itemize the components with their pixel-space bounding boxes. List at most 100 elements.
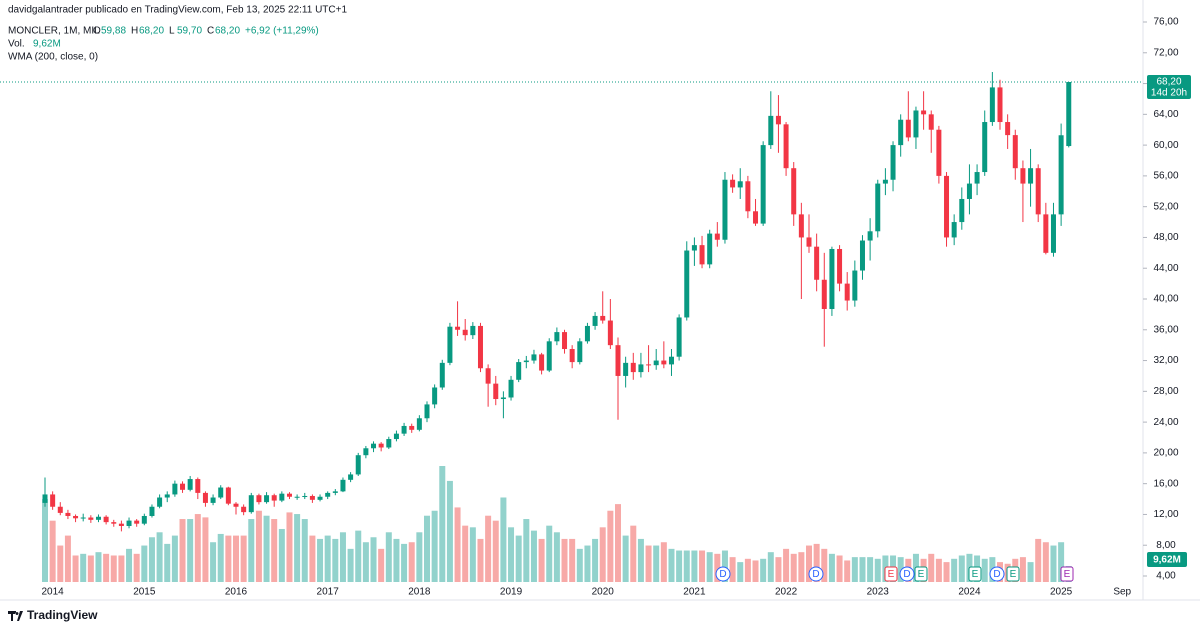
candle-body	[80, 517, 86, 519]
candle-body	[982, 122, 988, 173]
volume-bar	[462, 525, 469, 582]
volume-bar	[385, 532, 392, 582]
volume-bar	[294, 514, 301, 582]
candle-body	[554, 332, 560, 342]
volume-bar	[943, 562, 950, 582]
candle-body	[974, 172, 980, 184]
candle-body	[584, 325, 590, 342]
volume-bar	[897, 557, 904, 582]
candle-body	[615, 345, 621, 376]
countdown: 14d 20h	[1151, 88, 1187, 99]
candle-body	[225, 487, 231, 504]
volume-bar	[668, 548, 675, 582]
candle-body	[432, 387, 438, 405]
candle-body	[202, 492, 208, 503]
y-tick-label: 28,00	[1153, 386, 1178, 397]
candle-body	[210, 497, 216, 503]
x-tick-label: 2019	[500, 587, 523, 598]
volume-bar	[867, 557, 874, 582]
candle-body	[416, 418, 422, 430]
volume-bar	[339, 532, 346, 582]
volume-bar	[691, 550, 698, 582]
candle-body	[936, 129, 942, 176]
candle-body	[447, 326, 453, 363]
y-tick-label: 76,00	[1153, 17, 1178, 28]
x-tick-label: Sep	[1113, 587, 1131, 598]
x-tick-label: 2024	[958, 587, 981, 598]
volume-bar	[110, 555, 117, 582]
volume-bar	[217, 533, 224, 582]
volume-bar	[767, 552, 774, 582]
volume-bar	[286, 512, 293, 582]
candle-body	[386, 439, 392, 448]
volume-bar	[431, 510, 438, 582]
candle-body	[676, 317, 682, 357]
volume-bar	[538, 538, 545, 582]
candle-body	[1043, 214, 1049, 253]
y-tick-label: 32,00	[1153, 355, 1178, 366]
volume-bar	[622, 535, 629, 582]
volume-bar	[844, 560, 851, 582]
volume-bar	[729, 557, 736, 582]
volume-bar	[836, 555, 843, 582]
candle-body	[1028, 168, 1034, 184]
volume-bar	[64, 535, 71, 582]
volume-bar	[530, 530, 537, 582]
volume-bar	[1035, 538, 1042, 582]
volume-bar	[851, 557, 858, 582]
candle-body	[271, 495, 277, 501]
candle-body	[218, 487, 224, 498]
volume-bar	[378, 548, 385, 582]
event-label: E	[1064, 569, 1071, 580]
volume-bar	[301, 519, 308, 582]
candle-body	[1020, 168, 1026, 184]
ohlc-key: L	[169, 26, 175, 37]
volume-bar	[103, 553, 110, 582]
volume-bar	[469, 527, 476, 582]
y-tick-label: 20,00	[1153, 448, 1178, 459]
candle-body	[42, 494, 48, 503]
candle-body	[1058, 135, 1064, 215]
candle-body	[355, 455, 361, 475]
volume-bar	[171, 535, 178, 582]
candle-body	[600, 315, 606, 321]
volume-bar	[439, 466, 446, 582]
event-marker	[899, 566, 915, 582]
volume-bar	[309, 535, 316, 582]
volume-bar	[928, 553, 935, 582]
candle-body	[363, 448, 369, 456]
ohlc-key: C	[207, 26, 214, 37]
event-marker	[914, 566, 928, 582]
volume-bar	[508, 527, 515, 582]
volume-bar	[370, 537, 377, 582]
indicator: WMA (200, close, 0)	[8, 52, 98, 63]
candle-body	[248, 495, 254, 513]
event-label: E	[1010, 569, 1017, 580]
volume-bar	[584, 545, 591, 582]
candle-body	[111, 522, 117, 524]
candle-body	[852, 270, 858, 301]
volume-bar	[80, 553, 87, 582]
volume-bar	[783, 548, 790, 582]
candle-body	[989, 87, 995, 123]
candle-body	[959, 198, 965, 223]
volume-bar	[676, 550, 683, 582]
candle-body	[455, 326, 461, 330]
candle-body	[859, 240, 865, 271]
event-label: E	[918, 569, 925, 580]
volume-bar	[42, 499, 48, 582]
y-tick-label: 44,00	[1153, 263, 1178, 274]
candle-body	[134, 520, 140, 524]
volume-bar	[194, 514, 201, 582]
volume-bar	[240, 535, 247, 582]
volume-bar	[57, 545, 64, 582]
event-marker	[808, 566, 824, 582]
candle-body	[164, 494, 170, 498]
event-marker	[884, 566, 898, 582]
candle-body	[500, 397, 506, 400]
candle-body	[760, 145, 766, 224]
symbol: MONCLER, 1M, MIL	[8, 26, 100, 37]
x-tick-label: 2021	[683, 587, 706, 598]
volume-bar	[546, 525, 553, 582]
volume-bar	[599, 527, 606, 582]
